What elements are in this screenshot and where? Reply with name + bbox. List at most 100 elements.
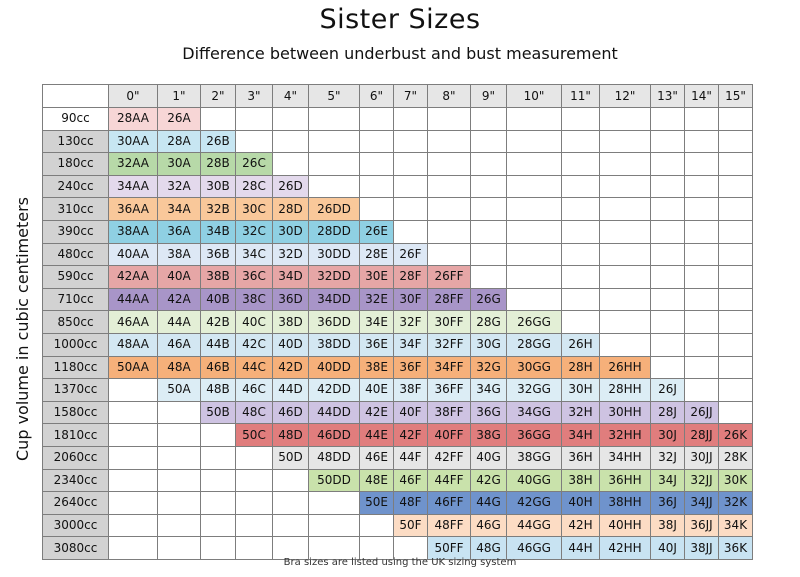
size-cell: 38C <box>235 287 273 312</box>
table-row: 130cc 30AA 28A 26B <box>42 129 753 154</box>
empty-cell <box>718 129 753 154</box>
empty-cell <box>599 242 651 267</box>
column-header: 15" <box>718 84 753 108</box>
size-cell: 26G <box>470 287 507 312</box>
empty-cell <box>427 129 471 154</box>
size-cell: 48B <box>200 378 236 402</box>
empty-cell <box>684 242 719 267</box>
size-cell: 28K <box>718 445 753 470</box>
size-cell: 28DD <box>308 219 360 244</box>
empty-cell <box>108 400 158 425</box>
size-cell: 48A <box>157 355 201 380</box>
empty-cell <box>235 491 273 515</box>
empty-cell <box>427 197 471 221</box>
empty-cell <box>393 197 428 221</box>
empty-cell <box>561 174 600 199</box>
empty-cell <box>650 152 685 176</box>
size-cell: 28A <box>157 129 201 154</box>
size-cell: 30D <box>272 219 309 244</box>
row-header: 710cc <box>42 287 109 312</box>
empty-cell <box>359 107 394 131</box>
size-cell: 36K <box>718 536 753 560</box>
size-cell: 30AA <box>108 129 158 154</box>
size-cell: 46DD <box>308 423 360 447</box>
y-axis-label: Cup volume in cubic centimeters <box>13 197 32 461</box>
size-cell: 38HH <box>599 491 651 515</box>
size-cell: 30JJ <box>684 445 719 470</box>
size-cell: 48E <box>359 468 394 493</box>
empty-cell <box>108 536 158 560</box>
empty-cell <box>599 219 651 244</box>
size-cell: 28HH <box>599 378 651 402</box>
row-header: 310cc <box>42 197 109 221</box>
size-cell: 30GG <box>506 355 562 380</box>
empty-cell <box>718 174 753 199</box>
empty-cell <box>506 265 562 289</box>
empty-cell <box>599 287 651 312</box>
size-cell: 38H <box>561 468 600 493</box>
size-cell: 50A <box>157 378 201 402</box>
empty-cell <box>157 445 201 470</box>
row-header: 2340cc <box>42 468 109 493</box>
row-header: 3080cc <box>42 536 109 560</box>
size-cell: 32K <box>718 491 753 515</box>
size-cell: 40HH <box>599 513 651 538</box>
empty-cell <box>308 536 360 560</box>
table-row: 390cc 38AA 36A 34B 32C 30D 28DD 26E <box>42 219 753 244</box>
size-cell: 36HH <box>599 468 651 493</box>
size-cell: 40C <box>235 310 273 334</box>
row-header: 180cc <box>42 152 109 176</box>
column-header: 10" <box>506 84 562 108</box>
size-cell: 28H <box>561 355 600 380</box>
empty-cell <box>108 423 158 447</box>
size-cell: 34F <box>393 332 428 357</box>
size-cell: 48D <box>272 423 309 447</box>
size-cell: 48C <box>235 400 273 425</box>
empty-cell <box>308 107 360 131</box>
size-cell: 28F <box>393 265 428 289</box>
size-cell: 50F <box>393 513 428 538</box>
size-cell: 26K <box>718 423 753 447</box>
column-header: 14" <box>684 84 719 108</box>
empty-cell <box>650 107 685 131</box>
empty-cell <box>427 152 471 176</box>
empty-cell <box>157 468 201 493</box>
column-header: 0" <box>108 84 158 108</box>
empty-cell <box>650 310 685 334</box>
empty-cell <box>718 107 753 131</box>
size-cell: 26DD <box>308 197 360 221</box>
table-row: 1810cc 50C 48D 46DD 44E 42F 40FF 38G 36GG 34H 32HH… <box>42 423 753 447</box>
size-cell: 32C <box>235 219 273 244</box>
empty-cell <box>561 287 600 312</box>
size-cell: 26F <box>393 242 428 267</box>
table-row: 2340cc 50DD 48E 46F 44FF 42G 40GG 38H 36HH 34J 32J… <box>42 468 753 493</box>
empty-cell <box>393 174 428 199</box>
size-cell: 50D <box>272 445 309 470</box>
size-cell: 32D <box>272 242 309 267</box>
size-cell: 46C <box>235 378 273 402</box>
size-cell: 48DD <box>308 445 360 470</box>
empty-cell <box>561 310 600 334</box>
empty-cell <box>157 513 201 538</box>
size-cell: 42FF <box>427 445 471 470</box>
size-cell: 44DD <box>308 400 360 425</box>
empty-cell <box>272 129 309 154</box>
empty-cell <box>599 107 651 131</box>
empty-cell <box>718 242 753 267</box>
size-cell: 44C <box>235 355 273 380</box>
size-cell: 42G <box>470 468 507 493</box>
empty-cell <box>599 197 651 221</box>
size-cell: 36JJ <box>684 513 719 538</box>
size-cell: 28AA <box>108 107 158 131</box>
size-cell: 46D <box>272 400 309 425</box>
empty-cell <box>718 332 753 357</box>
empty-cell <box>599 152 651 176</box>
footnote: Bra sizes are listed using the UK sizing… <box>283 557 517 568</box>
size-cell: 36FF <box>427 378 471 402</box>
empty-cell <box>272 491 309 515</box>
size-cell: 30E <box>359 265 394 289</box>
size-cell: 36H <box>561 445 600 470</box>
row-header: 130cc <box>42 129 109 154</box>
size-cell: 36J <box>650 491 685 515</box>
size-cell: 36B <box>200 242 236 267</box>
